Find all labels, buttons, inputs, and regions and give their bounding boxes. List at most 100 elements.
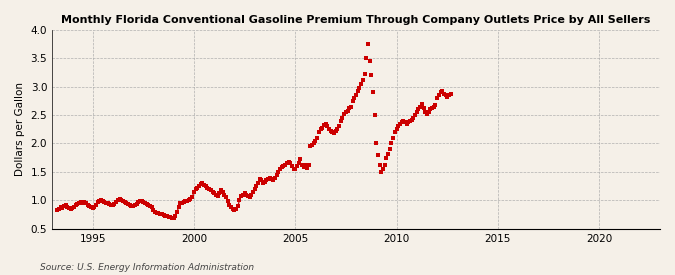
Point	[310, 138, 321, 143]
Point	[366, 73, 377, 78]
Point	[324, 127, 335, 131]
Point	[305, 144, 316, 148]
Point	[302, 166, 313, 170]
Point	[418, 106, 429, 111]
Point	[350, 93, 361, 97]
Point	[342, 108, 353, 113]
Point	[290, 167, 300, 171]
Point	[386, 141, 397, 146]
Point	[379, 163, 390, 167]
Point	[312, 136, 323, 140]
Point	[440, 93, 451, 97]
Point	[271, 172, 282, 177]
Point	[375, 163, 385, 167]
Point	[423, 110, 434, 114]
Point	[416, 101, 427, 106]
Point	[268, 178, 279, 183]
Point	[347, 99, 358, 103]
Point	[276, 165, 287, 169]
Point	[356, 82, 367, 86]
Point	[263, 177, 273, 181]
Point	[371, 141, 381, 146]
Point	[334, 124, 345, 129]
Point	[432, 96, 443, 100]
Point	[420, 110, 431, 114]
Point	[293, 161, 304, 166]
Point	[410, 113, 421, 117]
Point	[329, 131, 340, 136]
Y-axis label: Dollars per Gallon: Dollars per Gallon	[15, 82, 25, 176]
Point	[266, 177, 277, 181]
Point	[403, 120, 414, 124]
Point	[367, 90, 378, 95]
Point	[442, 95, 453, 99]
Point	[433, 93, 444, 97]
Point	[283, 160, 294, 164]
Point	[275, 167, 286, 171]
Point	[339, 112, 350, 116]
Point	[428, 104, 439, 109]
Point	[387, 136, 398, 140]
Point	[332, 127, 343, 131]
Point	[376, 170, 387, 174]
Point	[413, 107, 424, 112]
Point	[315, 127, 326, 131]
Point	[412, 110, 423, 114]
Point	[261, 178, 272, 183]
Point	[320, 122, 331, 126]
Point	[306, 143, 317, 147]
Point	[344, 106, 355, 111]
Point	[269, 175, 280, 180]
Point	[273, 170, 284, 174]
Point	[340, 110, 351, 114]
Point	[369, 113, 380, 117]
Point	[303, 163, 314, 167]
Point	[298, 165, 309, 169]
Point	[319, 123, 329, 128]
Point	[300, 163, 310, 167]
Point	[427, 106, 437, 111]
Point	[308, 141, 319, 146]
Point	[430, 103, 441, 107]
Point	[322, 124, 333, 129]
Point	[443, 93, 454, 97]
Point	[401, 122, 412, 126]
Point	[359, 72, 370, 76]
Point	[278, 164, 289, 168]
Point	[425, 107, 436, 112]
Point	[446, 91, 456, 96]
Point	[281, 161, 292, 166]
Point	[357, 78, 368, 82]
Point	[385, 147, 396, 151]
Point	[406, 117, 417, 122]
Point	[393, 124, 404, 129]
Point	[408, 116, 418, 120]
Point	[295, 157, 306, 162]
Point	[438, 91, 449, 96]
Point	[313, 130, 324, 134]
Point	[437, 89, 448, 94]
Point	[337, 116, 348, 120]
Point	[330, 129, 341, 133]
Title: Monthly Florida Conventional Gasoline Premium Through Company Outlets Price by A: Monthly Florida Conventional Gasoline Pr…	[61, 15, 651, 25]
Point	[435, 90, 446, 95]
Point	[354, 86, 365, 90]
Point	[415, 104, 426, 109]
Point	[292, 164, 302, 168]
Point	[285, 161, 296, 166]
Point	[405, 119, 416, 123]
Point	[395, 122, 406, 126]
Point	[327, 130, 338, 134]
Point	[349, 96, 360, 100]
Point	[317, 125, 327, 130]
Point	[389, 130, 400, 134]
Point	[265, 175, 275, 180]
Point	[325, 129, 336, 133]
Point	[259, 180, 270, 184]
Point	[362, 42, 373, 46]
Point	[286, 164, 297, 168]
Point	[360, 56, 371, 60]
Point	[422, 112, 433, 116]
Point	[364, 59, 375, 63]
Point	[335, 119, 346, 123]
